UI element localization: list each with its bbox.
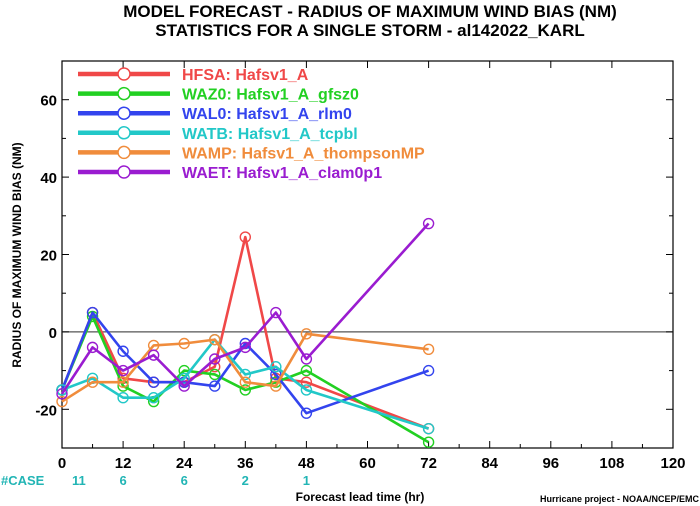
legend-marker-waz0 [117,86,131,101]
series-point-waet [270,306,282,319]
series-point-watb [270,361,282,373]
series-line-waet [60,222,430,395]
series-point-wamp [270,380,282,392]
x-tick-label: 36 [237,455,254,472]
series-point-hfsa [300,376,313,388]
legend-marker-waet [117,165,131,179]
series-point-wamp [239,376,252,388]
series-point-wamp [56,395,68,408]
series-point-waet [56,388,68,400]
legend-label-waz0: WAZ0: Hafsv1_A_gfsz0 [182,87,359,104]
plot-area: 0 12 24 36 48 60 72 84 96 108 120 -20 0 20 40 60 11 6 6 2 1 [35,60,686,488]
series-point-waet [147,349,160,361]
legend-label-wamp: WAMP: Hafsv1_A_thompsonMP [182,145,425,162]
series-point-wamp [209,333,221,346]
x-tick-label: 48 [298,455,315,472]
x-tick-label: 72 [420,455,437,472]
series-point-watb [56,384,68,396]
x-tick-label: 60 [359,455,376,472]
x-tick-label: 84 [481,455,498,472]
series-point-waz0 [422,436,435,448]
series-point-waet [239,341,252,354]
series-point-wamp [86,376,99,388]
series-point-waz0 [300,364,313,377]
y-tick-label: -20 [35,402,57,419]
series-point-wamp [117,376,129,388]
legend-marker-wal0 [117,106,131,120]
x-tick-label: 120 [660,455,685,472]
series-point-waet [117,364,129,377]
case-count-label: #CASE [1,473,45,488]
legend-label-watb: WATB: Hafsv1_A_tcpbl [182,126,358,143]
series-point-waet [422,217,435,230]
series-point-waet [178,380,190,392]
chart-title-line-1: MODEL FORECAST - RADIUS OF MAXIMUM WIND … [123,2,617,21]
y-tick-label: 20 [40,248,57,265]
series-point-watb [422,422,435,435]
legend-marker-wamp [117,145,131,160]
legend-label-waet: WAET: Hafsv1_A_clam0p1 [182,165,382,182]
credit-text: Hurricane project - NOAA/NCEP/EMC [540,494,700,504]
series-point-waz0 [239,384,252,396]
case-count-value: 6 [181,473,188,488]
series-point-wal0 [147,376,160,388]
legend-label-hfsa: HFSA: Hafsv1_A [182,67,309,84]
series-point-watb [300,384,313,396]
legend-marker-watb [117,126,131,140]
legend: HFSA: Hafsv1_A WAZ0: Hafsv1_A_gfsz0 WAL0: … [78,67,425,182]
series-point-wal0 [270,368,282,381]
series-point-wamp [300,328,313,340]
series-point-wamp [178,337,190,350]
series-point-watb [117,391,129,404]
series-point-waet [300,353,313,365]
series-point-waet [209,353,221,365]
x-axis-label: Forecast lead time (hr) [296,490,425,504]
series-line-watb [61,338,429,430]
series-point-wal0 [209,380,221,392]
y-tick-label: 0 [49,325,57,342]
series-point-wal0 [117,345,129,357]
series-line-hfsa [60,235,430,430]
chart-title-line-2: STATISTICS FOR A SINGLE STORM - al142022… [155,21,584,40]
case-count-value: 11 [72,473,86,488]
series-point-watb [178,372,190,385]
y-axis-label: RADIUS OF MAXIMUM WIND BIAS (NM) [10,142,24,367]
series-point-hfsa [239,231,252,243]
series-line-wamp [61,332,429,403]
plot-frame [61,60,674,449]
series-line-wal0 [60,311,430,415]
x-tick-label: 24 [176,455,193,472]
case-count-value: 6 [119,473,126,488]
legend-marker-hfsa [117,67,131,81]
legend-label-wal0: WAL0: Hafsv1_A_rlm0 [182,106,352,123]
series-point-hfsa [209,361,221,373]
series-point-waz0 [209,368,221,381]
series-point-watb [147,391,160,404]
series-point-wamp [422,343,435,356]
x-tick-label: 0 [58,455,66,472]
y-tick-label: 60 [40,93,57,110]
series-point-wal0 [86,306,99,319]
x-tick-label: 108 [599,455,624,472]
y-tick-label: 40 [40,170,57,187]
series-point-wal0 [300,407,313,419]
case-count-value: 1 [303,473,310,488]
case-count-value: 2 [242,473,249,488]
series-point-waet [86,341,99,354]
x-tick-label: 12 [115,455,132,472]
x-tick-label: 96 [542,455,559,472]
series-point-wal0 [422,364,435,377]
